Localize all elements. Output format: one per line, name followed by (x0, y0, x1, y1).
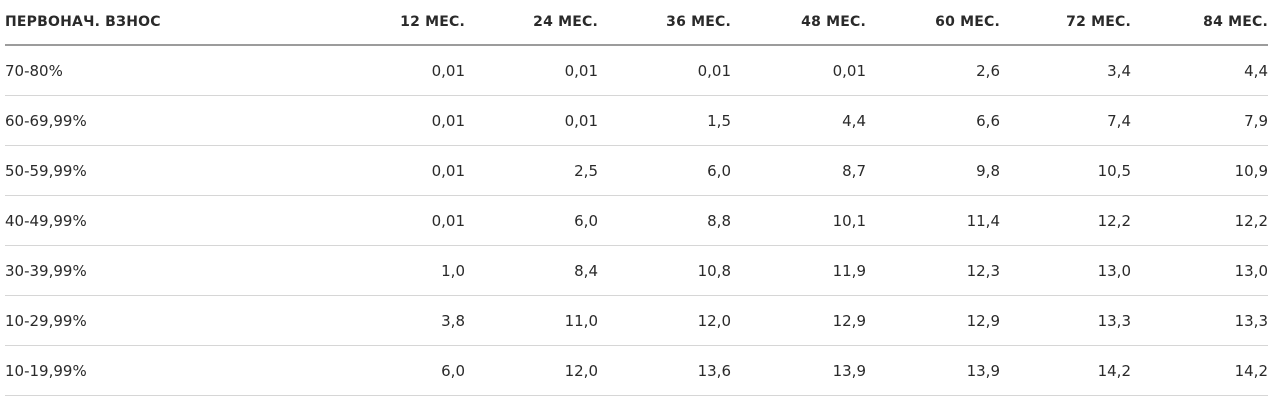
table-cell: 0,01 (268, 195, 465, 246)
table-cell: 14,2 (1131, 345, 1268, 396)
table-cell: 1,0 (268, 245, 465, 296)
table-cell: 2,6 (866, 45, 1000, 96)
table-cell: 12,3 (866, 245, 1000, 296)
table-cell: 1,5 (598, 95, 731, 146)
table-row: 30-39,99% 1,0 8,4 10,8 11,9 12,3 13,0 13… (5, 245, 1268, 296)
header-36-months: 36 МЕС. (598, 0, 731, 46)
table-row: 10-19,99% 6,0 12,0 13,6 13,9 13,9 14,2 1… (5, 345, 1268, 396)
table-cell: 3,8 (268, 295, 465, 346)
table-cell: 0,01 (268, 95, 465, 146)
table-row: 70-80% 0,01 0,01 0,01 0,01 2,6 3,4 4,4 (5, 45, 1268, 96)
table-cell: 0,01 (465, 95, 598, 146)
table-cell: 6,0 (268, 345, 465, 396)
table-cell: 13,0 (1131, 245, 1268, 296)
table-cell: 12,9 (866, 295, 1000, 346)
header-down-payment: ПЕРВОНАЧ. ВЗНОС (5, 0, 268, 46)
table-cell: 2,5 (465, 145, 598, 196)
table-row: 50-59,99% 0,01 2,5 6,0 8,7 9,8 10,5 10,9 (5, 145, 1268, 196)
header-72-months: 72 МЕС. (1000, 0, 1131, 46)
table-header: ПЕРВОНАЧ. ВЗНОС 12 МЕС. 24 МЕС. 36 МЕС. … (5, 0, 1268, 46)
header-48-months: 48 МЕС. (731, 0, 866, 46)
row-label: 40-49,99% (5, 195, 268, 246)
row-label: 10-29,99% (5, 295, 268, 346)
header-row: ПЕРВОНАЧ. ВЗНОС 12 МЕС. 24 МЕС. 36 МЕС. … (5, 0, 1268, 46)
table-cell: 0,01 (598, 45, 731, 96)
table-cell: 6,0 (465, 195, 598, 246)
table-cell: 12,2 (1000, 195, 1131, 246)
table-body: 70-80% 0,01 0,01 0,01 0,01 2,6 3,4 4,4 6… (5, 45, 1268, 396)
table-cell: 9,8 (866, 145, 1000, 196)
table-cell: 0,01 (268, 145, 465, 196)
table-cell: 10,5 (1000, 145, 1131, 196)
rate-table: ПЕРВОНАЧ. ВЗНОС 12 МЕС. 24 МЕС. 36 МЕС. … (5, 0, 1268, 396)
table-cell: 13,9 (866, 345, 1000, 396)
table-cell: 11,9 (731, 245, 866, 296)
table-cell: 7,9 (1131, 95, 1268, 146)
table-cell: 12,2 (1131, 195, 1268, 246)
header-84-months: 84 МЕС. (1131, 0, 1268, 46)
table-cell: 13,6 (598, 345, 731, 396)
row-label: 60-69,99% (5, 95, 268, 146)
table-cell: 10,8 (598, 245, 731, 296)
row-label: 70-80% (5, 45, 268, 96)
table-cell: 10,9 (1131, 145, 1268, 196)
row-label: 30-39,99% (5, 245, 268, 296)
table-row: 60-69,99% 0,01 0,01 1,5 4,4 6,6 7,4 7,9 (5, 95, 1268, 146)
row-label: 10-19,99% (5, 345, 268, 396)
header-12-months: 12 МЕС. (268, 0, 465, 46)
table-cell: 0,01 (465, 45, 598, 96)
table-cell: 4,4 (1131, 45, 1268, 96)
table-cell: 13,3 (1131, 295, 1268, 346)
table-cell: 14,2 (1000, 345, 1131, 396)
table-cell: 0,01 (731, 45, 866, 96)
table-cell: 3,4 (1000, 45, 1131, 96)
table-cell: 10,1 (731, 195, 866, 246)
table-cell: 13,3 (1000, 295, 1131, 346)
table-cell: 8,7 (731, 145, 866, 196)
header-60-months: 60 МЕС. (866, 0, 1000, 46)
table-cell: 11,4 (866, 195, 1000, 246)
table-row: 40-49,99% 0,01 6,0 8,8 10,1 11,4 12,2 12… (5, 195, 1268, 246)
table-cell: 8,8 (598, 195, 731, 246)
table-cell: 6,0 (598, 145, 731, 196)
table-cell: 4,4 (731, 95, 866, 146)
table-cell: 0,01 (268, 45, 465, 96)
table-cell: 12,0 (598, 295, 731, 346)
table-cell: 13,9 (731, 345, 866, 396)
header-24-months: 24 МЕС. (465, 0, 598, 46)
table-cell: 13,0 (1000, 245, 1131, 296)
table-cell: 7,4 (1000, 95, 1131, 146)
row-label: 50-59,99% (5, 145, 268, 196)
table-cell: 12,9 (731, 295, 866, 346)
table-row: 10-29,99% 3,8 11,0 12,0 12,9 12,9 13,3 1… (5, 295, 1268, 346)
table-cell: 11,0 (465, 295, 598, 346)
table-cell: 8,4 (465, 245, 598, 296)
table-cell: 6,6 (866, 95, 1000, 146)
table-cell: 12,0 (465, 345, 598, 396)
